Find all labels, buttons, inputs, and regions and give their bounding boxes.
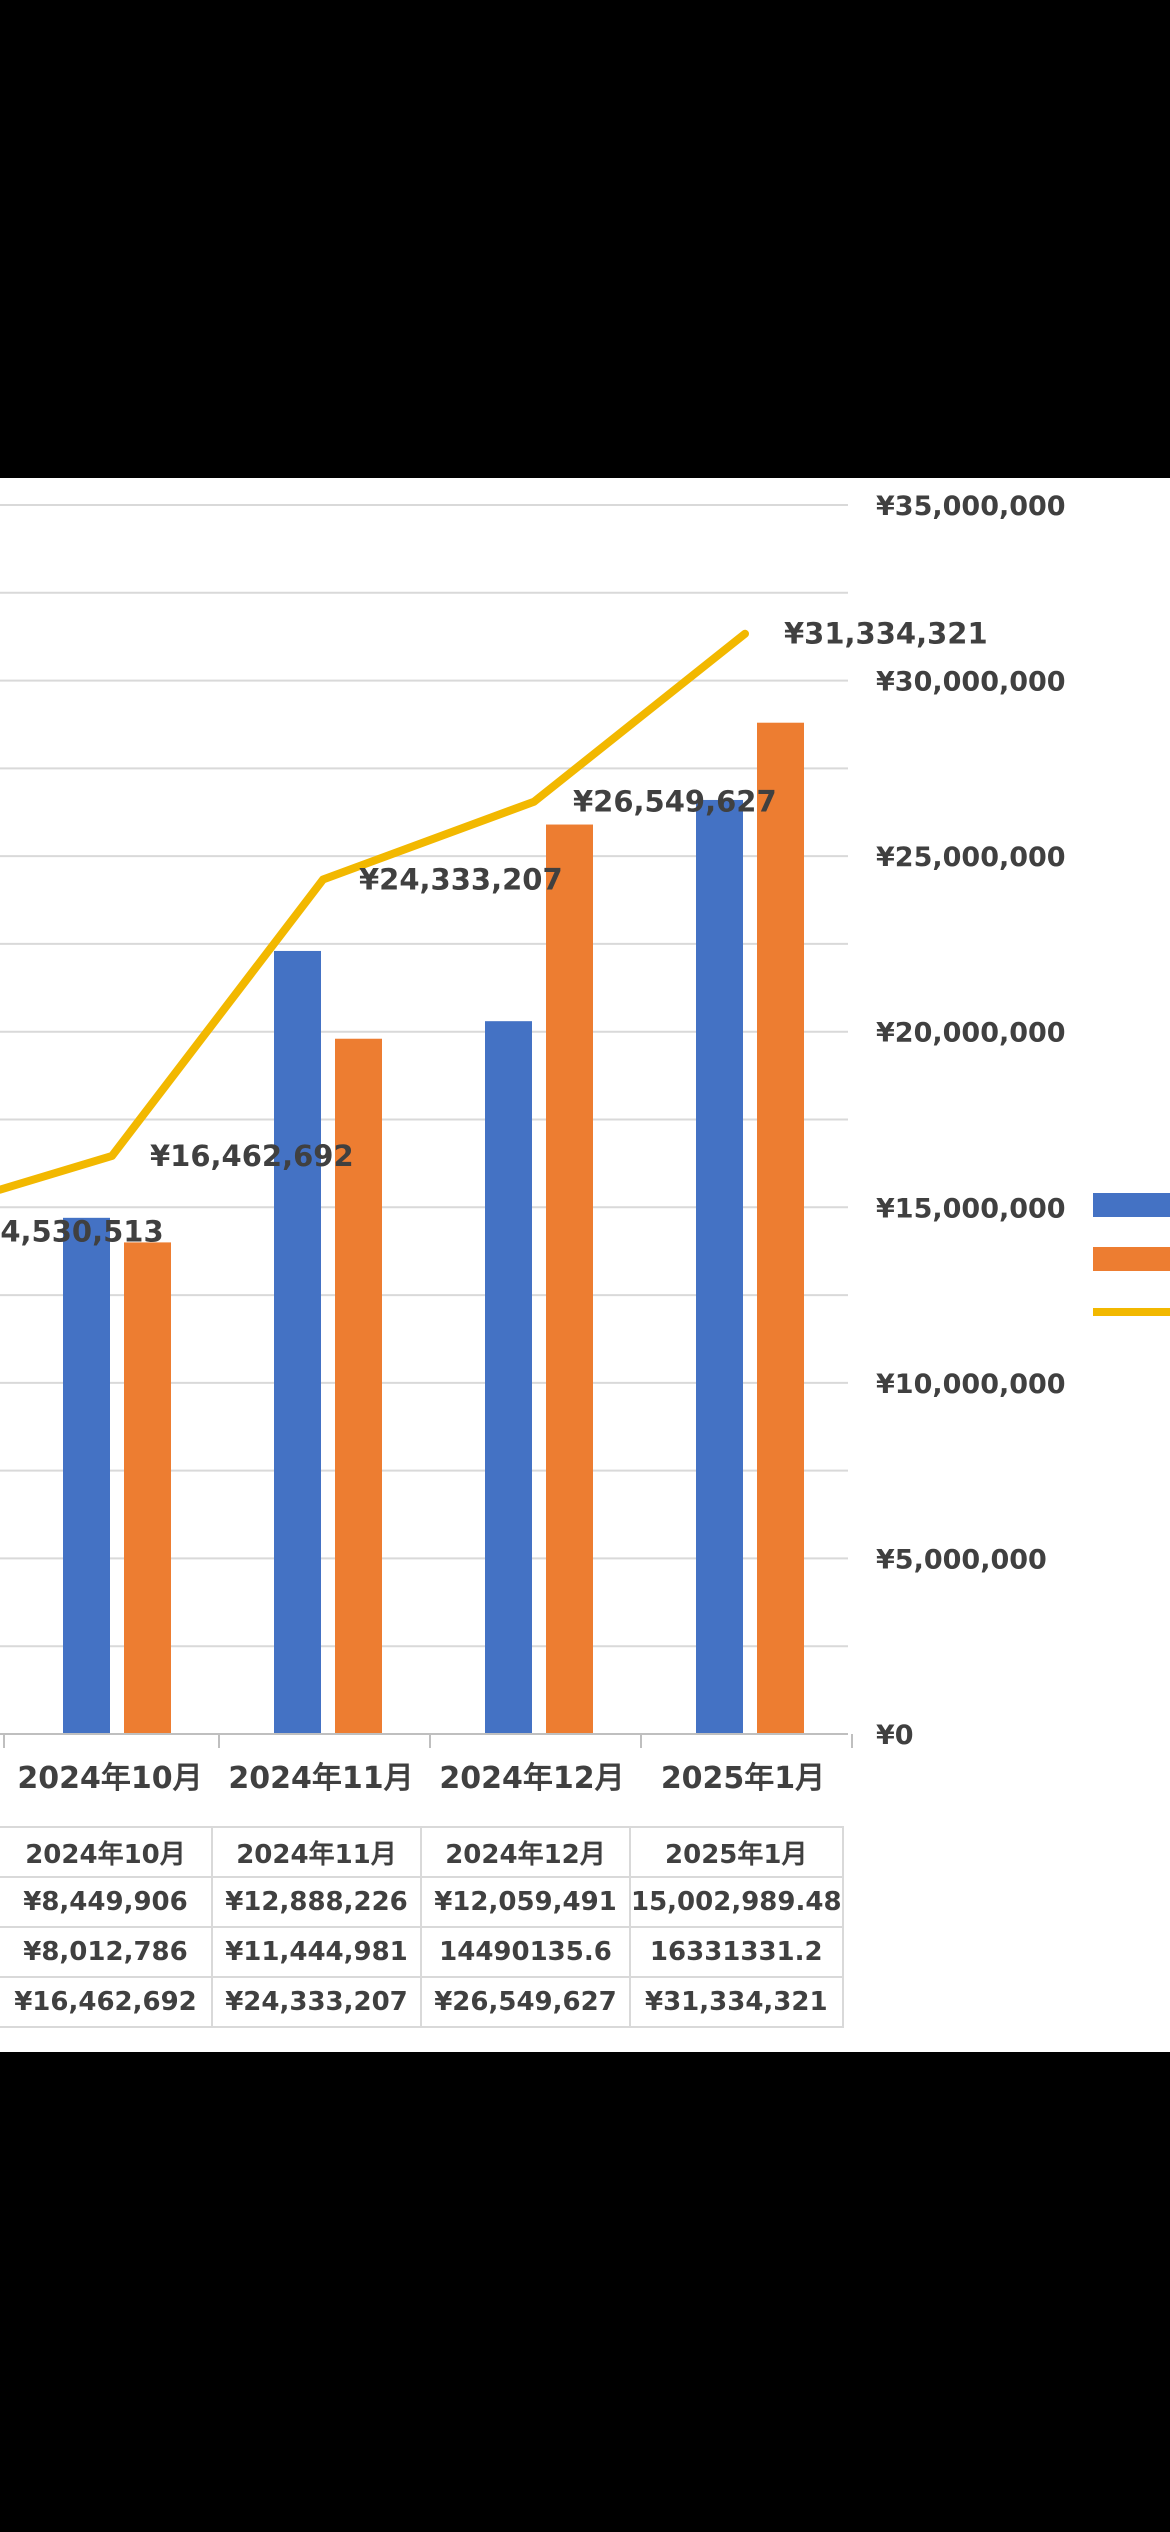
y-tick-label: ¥10,000,000	[876, 1369, 1066, 1400]
y-tick-label: ¥0	[876, 1720, 914, 1751]
bar	[485, 1021, 532, 1734]
bar	[335, 1038, 382, 1734]
table-cell: ¥8,012,786	[0, 1926, 213, 1978]
legend-swatch-series1	[1093, 1193, 1170, 1217]
table-cell: ¥8,449,906	[0, 1876, 213, 1928]
table-header-cell: 2024年12月	[420, 1826, 631, 1878]
bar	[63, 1217, 110, 1734]
bar	[757, 722, 804, 1734]
x-category-label: 2024年10月	[17, 1761, 202, 1796]
table-row: ¥8,449,906 ¥12,888,226 ¥12,059,491 15,002,9…	[0, 1876, 844, 1928]
table-cell: ¥12,059,491	[420, 1876, 631, 1928]
y-tick-label: ¥30,000,000	[876, 667, 1066, 698]
table-cell: ¥11,444,981	[211, 1926, 422, 1978]
table-cell: ¥26,549,627	[420, 1976, 631, 2028]
table-header-row: 2024年10月 2024年11月 2024年12月 2025年1月	[0, 1826, 844, 1878]
y-tick-label: ¥15,000,000	[876, 1193, 1066, 1224]
data-labels: ¥16,462,692 ¥24,333,207 ¥26,549,627 ¥31,334…	[0, 617, 988, 1249]
total-line	[0, 629, 749, 1194]
bar-series	[63, 722, 804, 1734]
data-table: 2024年10月 2024年11月 2024年12月 2025年1月 ¥8,449,90…	[0, 1826, 844, 2028]
table-cell: ¥31,334,321	[629, 1976, 844, 2028]
y-tick-label: ¥5,000,000	[876, 1544, 1047, 1575]
y-tick-label: ¥35,000,000	[876, 491, 1066, 522]
combo-chart: ¥16,462,692 ¥24,333,207 ¥26,549,627 ¥31,334…	[0, 491, 1170, 1796]
x-category-label: 2024年12月	[439, 1761, 624, 1796]
table-cell: 15,002,989.48	[629, 1876, 844, 1928]
y-tick-label: ¥25,000,000	[876, 842, 1066, 873]
line-data-label: ¥16,462,692	[150, 1139, 354, 1173]
line-data-label: ¥31,334,321	[784, 617, 988, 651]
line-data-label-partial: ¥14,530,513	[0, 1215, 164, 1249]
table-cell: ¥12,888,226	[211, 1876, 422, 1928]
table-header-cell: 2024年11月	[211, 1826, 422, 1878]
bar	[546, 824, 593, 1734]
table-cell: 16331331.2	[629, 1926, 844, 1978]
bar	[124, 1242, 171, 1734]
y-tick-label: ¥20,000,000	[876, 1018, 1066, 1049]
table-cell: 14490135.6	[420, 1926, 631, 1978]
legend-swatch-series2	[1093, 1247, 1170, 1271]
line-series	[0, 629, 749, 1194]
chart-panel: ¥16,462,692 ¥24,333,207 ¥26,549,627 ¥31,334…	[0, 478, 1170, 2052]
bar	[274, 950, 321, 1734]
axes: ¥0 ¥5,000,000 ¥10,000,000 ¥15,000,000 ¥20,00…	[0, 491, 1066, 1796]
line-data-label: ¥24,333,207	[359, 863, 563, 897]
table-cell: ¥16,462,692	[0, 1976, 213, 2028]
table-cell: ¥24,333,207	[211, 1976, 422, 2028]
legend	[1093, 1193, 1170, 1316]
x-category-label: 2025年1月	[661, 1761, 825, 1796]
table-row: ¥8,012,786 ¥11,444,981 14490135.6 16331331.…	[0, 1926, 844, 1978]
line-data-label: ¥26,549,627	[573, 785, 777, 819]
table-header-cell: 2025年1月	[629, 1826, 844, 1878]
table-header-cell: 2024年10月	[0, 1826, 213, 1878]
table-row: ¥16,462,692 ¥24,333,207 ¥26,549,627 ¥31,334…	[0, 1976, 844, 2028]
gridlines	[0, 504, 848, 1648]
x-category-label: 2024年11月	[228, 1761, 413, 1796]
bar	[696, 799, 743, 1734]
